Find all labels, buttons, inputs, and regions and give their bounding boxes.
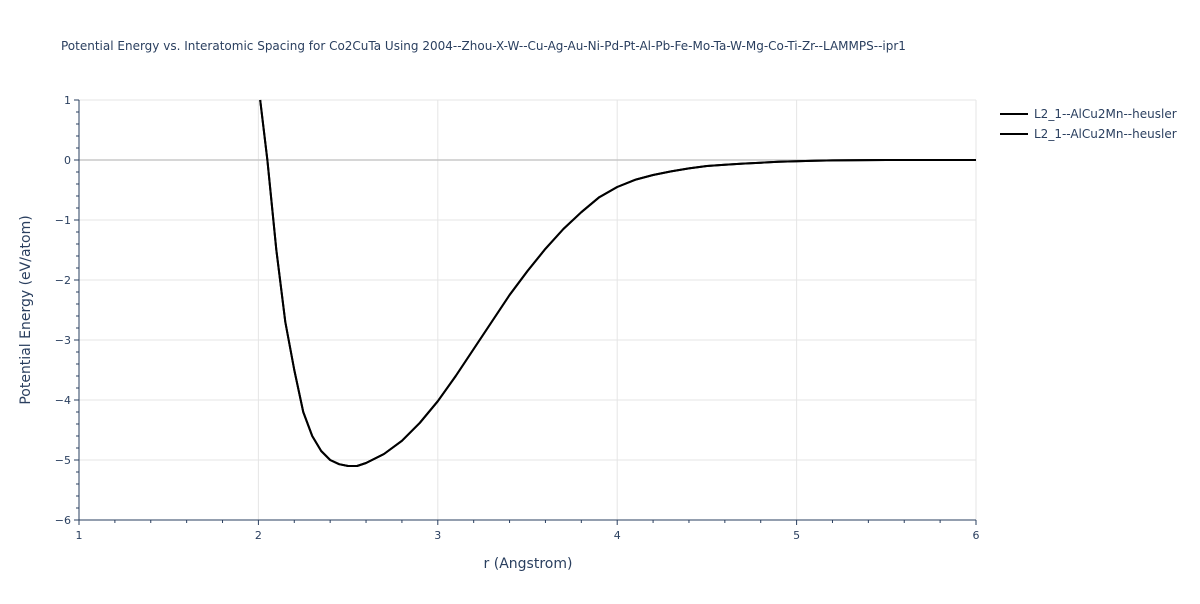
y-tick-label: −2 [55, 274, 71, 287]
x-tick-label: 3 [434, 529, 441, 542]
axis-layer: 1 2 3 4 5 6 1 0 −1 −2 −3 −4 −5 −6 [55, 94, 980, 542]
y-axis-title: Potential Energy (eV/atom) [18, 215, 34, 404]
x-tick-label: 1 [76, 529, 83, 542]
plot-area [259, 99, 976, 467]
y-tick-label: −3 [55, 334, 71, 347]
y-tick-label: −6 [55, 514, 71, 527]
x-tick-label: 2 [255, 529, 262, 542]
legend-label-2: L2_1--AlCu2Mn--heusler [1034, 127, 1177, 141]
series-line-1 [259, 99, 976, 467]
y-tick-label: −5 [55, 454, 71, 467]
x-tick-label: 4 [614, 529, 621, 542]
y-tick-label: 0 [64, 154, 71, 167]
y-tick-label: −4 [55, 394, 71, 407]
legend: L2_1--AlCu2Mn--heusler L2_1--AlCu2Mn--heu… [1000, 107, 1177, 141]
x-tick-label: 6 [973, 529, 980, 542]
y-tick-label: 1 [64, 94, 71, 107]
y-tick-label: −1 [55, 214, 71, 227]
x-tick-label: 5 [793, 529, 800, 542]
series-line-2 [259, 99, 976, 467]
x-axis-title: r (Angstrom) [484, 556, 573, 572]
grid-layer [79, 99, 977, 520]
chart-title: Potential Energy vs. Interatomic Spacing… [61, 39, 906, 53]
legend-label-1: L2_1--AlCu2Mn--heusler [1034, 107, 1177, 121]
